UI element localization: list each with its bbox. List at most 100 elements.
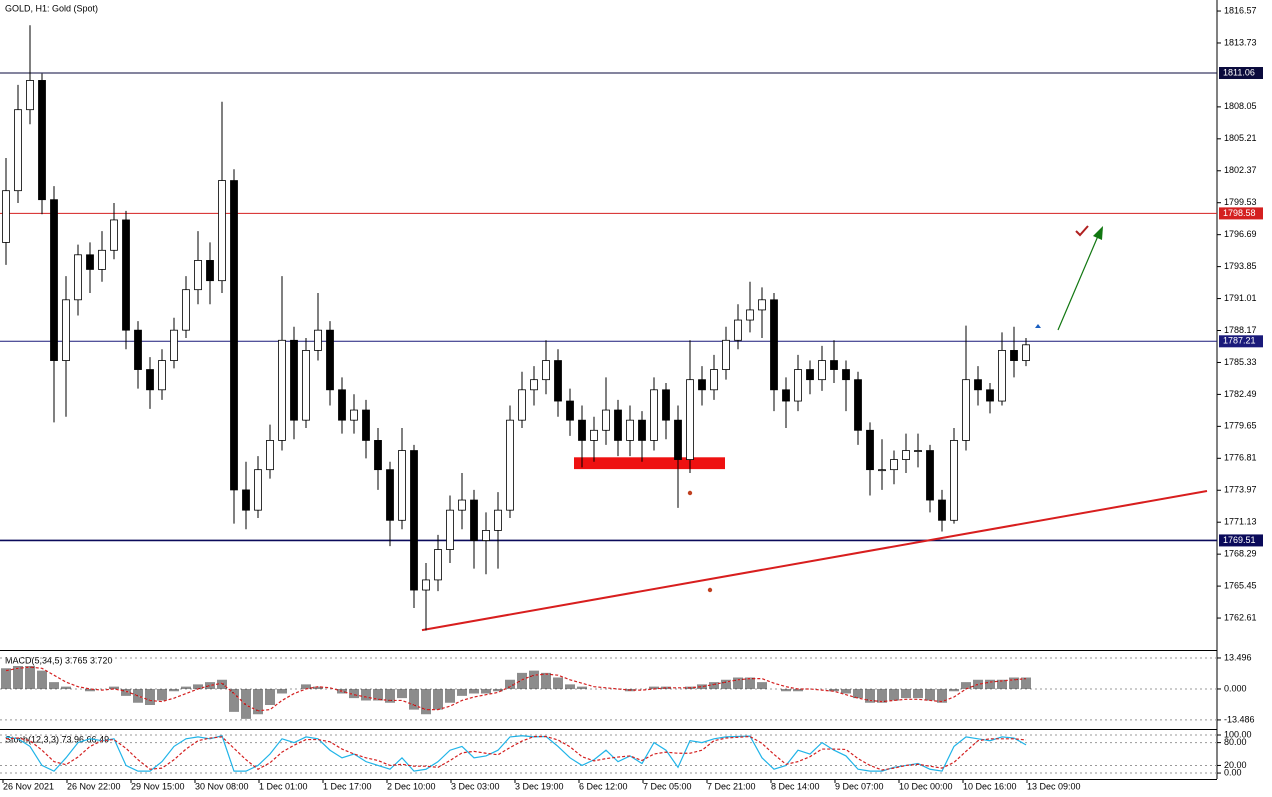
candle-body bbox=[578, 419, 586, 441]
y-tick-label: 1773.97 bbox=[1224, 485, 1257, 495]
trendline bbox=[421, 490, 1208, 632]
candle-body bbox=[86, 254, 94, 270]
candle-body bbox=[182, 289, 190, 331]
level-label: 1811.06 bbox=[1223, 67, 1255, 77]
candle-body bbox=[770, 299, 778, 391]
x-tick-label: 26 Nov 2021 bbox=[3, 781, 54, 791]
candle-body bbox=[14, 109, 22, 192]
y-tick-label: 20.00 bbox=[1224, 760, 1247, 770]
y-tick-label: 1805.21 bbox=[1224, 133, 1257, 143]
x-tick-label: 9 Dec 07:00 bbox=[835, 781, 884, 791]
x-tick-label: 26 Nov 22:00 bbox=[67, 781, 121, 791]
candle-body bbox=[482, 530, 490, 541]
candle-body bbox=[710, 369, 718, 391]
candle-body bbox=[554, 360, 562, 402]
x-tick-label: 10 Dec 00:00 bbox=[899, 781, 953, 791]
y-tick-label: 1796.69 bbox=[1224, 229, 1257, 239]
candle-body bbox=[1022, 344, 1030, 361]
candle-body bbox=[806, 369, 814, 381]
y-tick-label: 13.496 bbox=[1224, 652, 1252, 662]
candle-body bbox=[950, 440, 958, 521]
candle-body bbox=[218, 180, 226, 282]
candle-body bbox=[146, 369, 154, 391]
y-tick-label: 1802.37 bbox=[1224, 165, 1257, 175]
candle-body bbox=[74, 254, 82, 301]
x-tick-label: 8 Dec 14:00 bbox=[771, 781, 820, 791]
y-tick-label: 1816.57 bbox=[1224, 5, 1257, 15]
candle-body bbox=[494, 509, 502, 531]
level-label-box bbox=[1219, 534, 1263, 547]
candle-body bbox=[134, 329, 142, 370]
x-tick-label: 29 Nov 15:00 bbox=[131, 781, 185, 791]
candle-body bbox=[830, 360, 838, 370]
candle-body bbox=[398, 450, 406, 521]
candle-body bbox=[326, 329, 334, 391]
candle-body bbox=[458, 499, 466, 511]
y-tick-label: 1771.13 bbox=[1224, 517, 1257, 527]
level-label-box bbox=[1219, 67, 1263, 80]
x-tick-label: 7 Dec 05:00 bbox=[643, 781, 692, 791]
y-tick-label: 0.00 bbox=[1224, 767, 1242, 777]
level-label-box bbox=[1219, 207, 1263, 220]
candle-body bbox=[314, 329, 322, 351]
indicator-line bbox=[5, 735, 1027, 771]
candle-body bbox=[374, 440, 382, 471]
candle-body bbox=[914, 450, 922, 452]
candle-body bbox=[998, 350, 1006, 402]
x-tick-label: 6 Dec 12:00 bbox=[579, 781, 628, 791]
candle-body bbox=[110, 219, 118, 251]
candle-body bbox=[350, 409, 358, 421]
candle-body bbox=[542, 360, 550, 381]
candle-body bbox=[938, 499, 946, 521]
x-tick-label: 1 Dec 01:00 bbox=[259, 781, 308, 791]
y-tick-label: 1776.81 bbox=[1224, 453, 1257, 463]
candle-body bbox=[434, 549, 442, 581]
candle-body bbox=[386, 469, 394, 521]
x-tick-label: 3 Dec 03:00 bbox=[451, 781, 500, 791]
candle-body bbox=[230, 180, 238, 491]
candle-body bbox=[854, 379, 862, 431]
y-tick-label: 80.00 bbox=[1224, 737, 1247, 747]
y-tick-label: 100.00 bbox=[1224, 729, 1252, 739]
candle-body bbox=[794, 369, 802, 402]
candle-body bbox=[254, 469, 262, 511]
candle-body bbox=[722, 339, 730, 370]
candle-body bbox=[62, 299, 70, 361]
y-tick-label: 1788.17 bbox=[1224, 325, 1257, 335]
candle-body bbox=[974, 379, 982, 391]
candle-body bbox=[962, 379, 970, 441]
candle-body bbox=[782, 389, 790, 402]
candle-body bbox=[38, 80, 46, 201]
y-tick-label: 1782.49 bbox=[1224, 389, 1257, 399]
candle-body bbox=[518, 389, 526, 421]
candle-body bbox=[266, 440, 274, 471]
candle-body bbox=[362, 409, 370, 441]
indicator-line bbox=[5, 666, 1027, 712]
candle-body bbox=[290, 339, 298, 421]
candle-body bbox=[170, 329, 178, 361]
candle-body bbox=[506, 419, 514, 511]
x-tick-label: 7 Dec 21:00 bbox=[707, 781, 756, 791]
candle-body bbox=[422, 579, 430, 591]
check-mark bbox=[1075, 225, 1089, 237]
candle-body bbox=[50, 199, 58, 361]
candle-body bbox=[98, 249, 106, 270]
signal-marker bbox=[707, 587, 713, 593]
candle-body bbox=[926, 450, 934, 501]
candle-body bbox=[614, 409, 622, 441]
candle-body bbox=[206, 260, 214, 282]
signal-marker bbox=[687, 490, 693, 496]
candle-body bbox=[698, 379, 706, 391]
level-label: 1769.51 bbox=[1223, 535, 1256, 545]
x-tick-label: 30 Nov 08:00 bbox=[195, 781, 249, 791]
x-tick-label: 13 Dec 09:00 bbox=[1027, 781, 1081, 791]
x-tick-label: 3 Dec 19:00 bbox=[515, 781, 564, 791]
candle-body bbox=[626, 419, 634, 441]
level-label: 1798.58 bbox=[1223, 208, 1256, 218]
y-tick-label: 1813.73 bbox=[1224, 37, 1257, 47]
candle-body bbox=[758, 299, 766, 311]
y-tick-label: 1785.33 bbox=[1224, 357, 1257, 367]
y-tick-label: 1793.85 bbox=[1224, 261, 1257, 271]
